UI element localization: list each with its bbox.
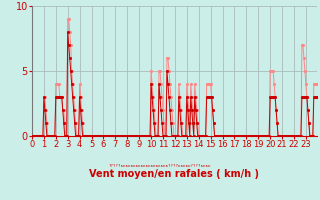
X-axis label: Vent moyen/en rafales ( km/h ): Vent moyen/en rafales ( km/h ) (89, 169, 260, 179)
Text: ?????ккккккккккккккккккк????ккккк????кккк: ?????ккккккккккккккккккк????ккккк????ккк… (109, 164, 211, 168)
